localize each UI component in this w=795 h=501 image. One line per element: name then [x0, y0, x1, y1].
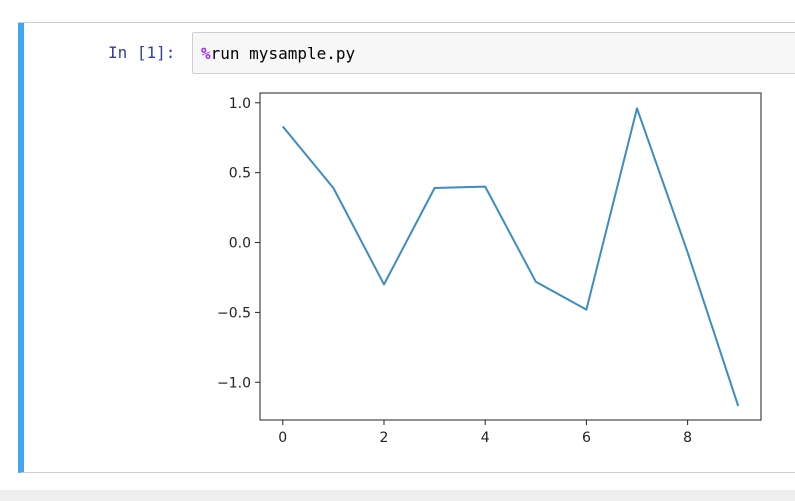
y-tick-label: 1.0 — [229, 96, 251, 112]
output-area: 0 2 4 6 8 1.0 0.5 0.0 −0.5 −1.0 — [195, 84, 785, 464]
y-tick-label: 0.5 — [229, 166, 251, 182]
line-chart: 0 2 4 6 8 1.0 0.5 0.0 −0.5 −1.0 — [217, 92, 762, 446]
cell-top-divider — [18, 22, 795, 23]
y-tick-label: 0.0 — [229, 236, 251, 252]
series-line-0 — [282, 107, 740, 407]
code-input-area[interactable]: %run mysample.py — [192, 32, 795, 74]
notebook-bottom-strip — [0, 490, 795, 501]
y-tick-label: −1.0 — [217, 375, 251, 391]
x-tick-label: 6 — [582, 430, 591, 446]
code-text: run mysample.py — [210, 44, 356, 63]
y-tick-label: −0.5 — [217, 305, 251, 321]
x-tick-label: 4 — [481, 430, 490, 446]
plot-frame — [259, 92, 762, 421]
magic-percent: % — [201, 44, 211, 63]
x-tick-label: 0 — [278, 430, 287, 446]
input-prompt: In [1]: — [108, 43, 176, 62]
code-cell-selected[interactable] — [18, 23, 795, 473]
x-tick-label: 8 — [683, 430, 692, 446]
code-line[interactable]: %run mysample.py — [201, 43, 355, 65]
x-tick-label: 2 — [380, 430, 389, 446]
